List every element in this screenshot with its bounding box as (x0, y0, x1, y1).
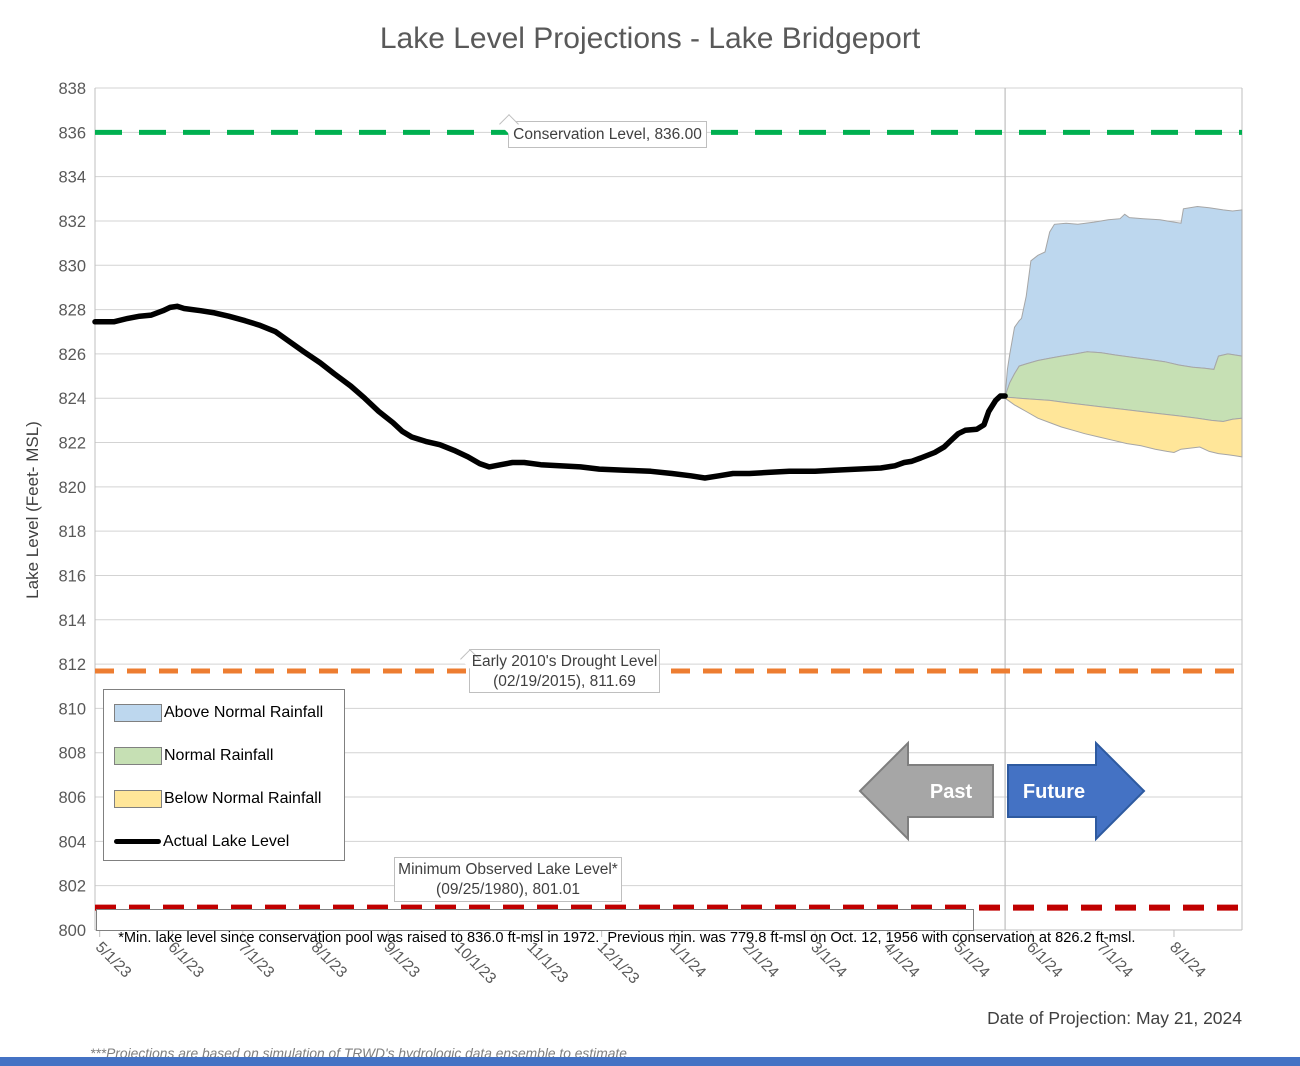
legend-label: Above Normal Rainfall (164, 703, 324, 721)
past-arrow-shape (858, 740, 994, 842)
chart-title: Lake Level Projections - Lake Bridgeport (379, 22, 921, 55)
svg-text:8/1/24: 8/1/24 (1166, 939, 1209, 982)
conservation-level-label: Conservation Level, 836.00 (513, 126, 702, 143)
date-of-projection: Date of Projection: May 21, 2024 (987, 1008, 1242, 1028)
svg-text:814: 814 (58, 612, 86, 630)
svg-text:808: 808 (58, 745, 86, 763)
future-arrow: Future (1007, 740, 1146, 842)
minimum-footnote-box: *Min. lake level since conservation pool… (96, 909, 1135, 946)
bottom-border-bar (0, 1057, 1300, 1066)
drought-level-label-line2: (02/19/2015), 811.69 (493, 673, 636, 690)
svg-text:834: 834 (58, 169, 86, 187)
minimum-level-callout: Minimum Observed Lake Level* (09/25/1980… (394, 857, 622, 902)
svg-text:832: 832 (58, 213, 86, 231)
drought-level-label-line1: Early 2010's Drought Level (471, 653, 658, 670)
legend-item-above-normal: Above Normal Rainfall (114, 691, 334, 734)
svg-text:838: 838 (58, 80, 86, 98)
svg-text:816: 816 (58, 567, 86, 585)
future-arrow-shape (1007, 740, 1146, 842)
legend-label: Actual Lake Level (163, 832, 290, 850)
svg-text:836: 836 (58, 124, 86, 142)
svg-text:824: 824 (58, 390, 86, 408)
drought-level-callout: Early 2010's Drought Level (02/19/2015),… (460, 649, 660, 693)
svg-text:802: 802 (58, 878, 86, 896)
svg-text:812: 812 (58, 656, 86, 674)
svg-text:826: 826 (58, 346, 86, 364)
future-arrow-label: Future (1023, 781, 1085, 803)
minimum-level-label-line2: (09/25/1980), 801.01 (436, 881, 580, 898)
minimum-footnote-text: *Min. lake level since conservation pool… (118, 930, 1136, 946)
legend-item-normal: Normal Rainfall (114, 734, 334, 777)
svg-text:818: 818 (58, 523, 86, 541)
normal-swatch (114, 746, 162, 765)
svg-text:804: 804 (58, 833, 86, 851)
svg-text:822: 822 (58, 435, 86, 453)
y-axis-title: Lake Level (Feet- MSL) (23, 421, 42, 599)
svg-text:820: 820 (58, 479, 86, 497)
svg-text:828: 828 (58, 302, 86, 320)
svg-text:800: 800 (58, 922, 86, 940)
legend-item-actual: Actual Lake Level (114, 820, 334, 863)
svg-text:806: 806 (58, 789, 86, 807)
past-arrow-label: Past (930, 781, 973, 803)
legend-item-below-normal: Below Normal Rainfall (114, 777, 334, 820)
minimum-level-label-line1: Minimum Observed Lake Level* (398, 861, 618, 878)
legend-label: Normal Rainfall (164, 746, 274, 764)
legend-label: Below Normal Rainfall (164, 789, 322, 807)
svg-text:810: 810 (58, 700, 86, 718)
below-normal-swatch (114, 789, 162, 808)
legend: Above Normal Rainfall Normal Rainfall Be… (103, 689, 345, 861)
conservation-level-callout: Conservation Level, 836.00 (499, 114, 707, 148)
actual-line-swatch (114, 839, 161, 844)
past-arrow: Past (858, 740, 994, 842)
svg-text:830: 830 (58, 257, 86, 275)
above-normal-swatch (114, 703, 162, 722)
